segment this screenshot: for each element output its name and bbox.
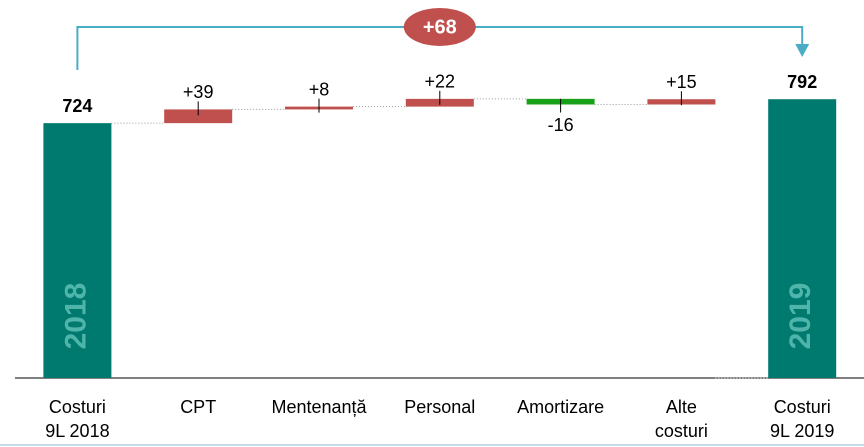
x-tick-label: Alte bbox=[666, 397, 697, 417]
value-label: +22 bbox=[425, 72, 456, 92]
difference-bubble bbox=[403, 8, 476, 46]
bar bbox=[164, 109, 233, 124]
inner-label: 2018 bbox=[59, 283, 92, 350]
x-tick-label: Amortizare bbox=[517, 397, 604, 417]
inner-label: 2019 bbox=[784, 283, 817, 350]
value-label: 792 bbox=[787, 72, 817, 92]
x-tick-label: Costuri bbox=[774, 397, 831, 417]
x-tick-label: 9L 2018 bbox=[45, 421, 109, 441]
value-label: +15 bbox=[666, 72, 697, 92]
bar bbox=[768, 99, 837, 378]
value-label: -16 bbox=[548, 115, 574, 135]
x-tick-label: Mentenanță bbox=[271, 397, 367, 417]
x-tick-label: CPT bbox=[180, 397, 216, 417]
difference-label: +68 bbox=[423, 16, 457, 38]
bar bbox=[43, 123, 112, 378]
x-tick-label: costuri bbox=[655, 421, 708, 441]
x-tick-label: 9L 2019 bbox=[770, 421, 834, 441]
x-tick-label: Costuri bbox=[49, 397, 106, 417]
bracket-arrow bbox=[795, 44, 810, 57]
x-tick-label: Personal bbox=[404, 397, 475, 417]
value-label: +39 bbox=[183, 82, 214, 102]
value-label: +8 bbox=[309, 79, 330, 99]
value-label: 724 bbox=[62, 96, 92, 116]
